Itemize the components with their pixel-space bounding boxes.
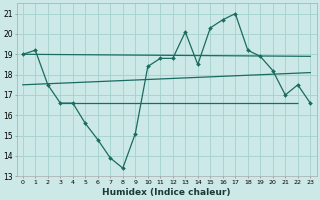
X-axis label: Humidex (Indice chaleur): Humidex (Indice chaleur): [102, 188, 231, 197]
